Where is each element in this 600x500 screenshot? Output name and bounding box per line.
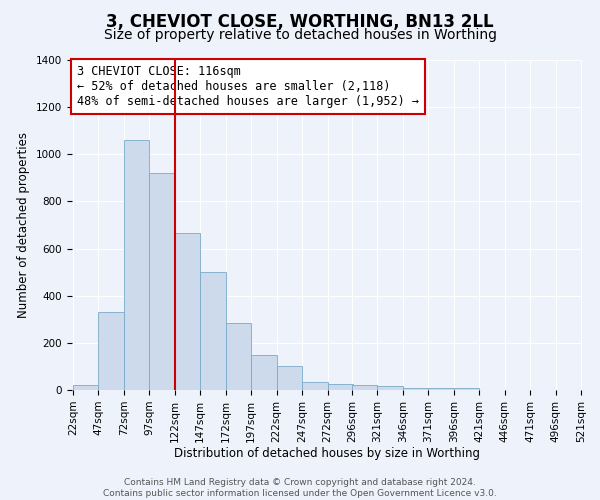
Bar bbox=[149, 173, 175, 390]
Text: 3, CHEVIOT CLOSE, WORTHING, BN13 2LL: 3, CHEVIOT CLOSE, WORTHING, BN13 2LL bbox=[106, 12, 494, 30]
Bar bbox=[328, 384, 353, 390]
Bar bbox=[277, 366, 302, 390]
Bar bbox=[454, 388, 479, 390]
Bar bbox=[251, 354, 277, 390]
Bar bbox=[124, 140, 149, 390]
Bar bbox=[428, 388, 454, 390]
Bar bbox=[73, 386, 98, 390]
Text: Contains HM Land Registry data © Crown copyright and database right 2024.
Contai: Contains HM Land Registry data © Crown c… bbox=[103, 478, 497, 498]
Text: Size of property relative to detached houses in Worthing: Size of property relative to detached ho… bbox=[104, 28, 497, 42]
X-axis label: Distribution of detached houses by size in Worthing: Distribution of detached houses by size … bbox=[174, 448, 480, 460]
Bar bbox=[175, 233, 200, 390]
Y-axis label: Number of detached properties: Number of detached properties bbox=[17, 132, 31, 318]
Bar bbox=[377, 386, 403, 390]
Bar bbox=[226, 323, 251, 390]
Bar bbox=[302, 382, 328, 390]
Bar bbox=[200, 272, 226, 390]
Bar bbox=[403, 388, 428, 390]
Bar bbox=[352, 386, 377, 390]
Text: 3 CHEVIOT CLOSE: 116sqm
← 52% of detached houses are smaller (2,118)
48% of semi: 3 CHEVIOT CLOSE: 116sqm ← 52% of detache… bbox=[77, 65, 419, 108]
Bar bbox=[98, 312, 124, 390]
